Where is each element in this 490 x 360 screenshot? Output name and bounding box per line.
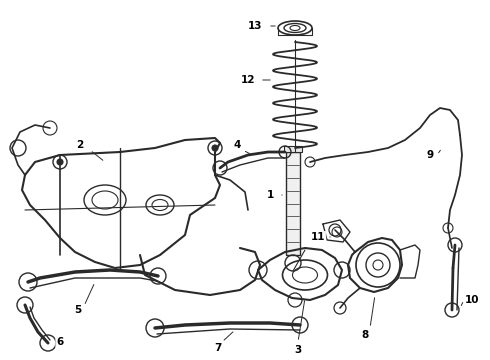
Circle shape: [57, 159, 63, 165]
Text: 4: 4: [233, 140, 241, 150]
Text: 7: 7: [214, 343, 221, 353]
Text: 10: 10: [465, 295, 479, 305]
Text: 8: 8: [361, 330, 368, 340]
FancyBboxPatch shape: [286, 152, 300, 255]
Text: 6: 6: [56, 337, 64, 347]
Text: 5: 5: [74, 305, 82, 315]
Text: 13: 13: [248, 21, 262, 31]
Text: 2: 2: [76, 140, 84, 150]
Text: 1: 1: [267, 190, 273, 200]
Text: 11: 11: [311, 232, 325, 242]
Text: 12: 12: [241, 75, 255, 85]
Text: 3: 3: [294, 345, 302, 355]
FancyBboxPatch shape: [284, 146, 302, 152]
Text: 9: 9: [426, 150, 434, 160]
Circle shape: [212, 145, 218, 151]
